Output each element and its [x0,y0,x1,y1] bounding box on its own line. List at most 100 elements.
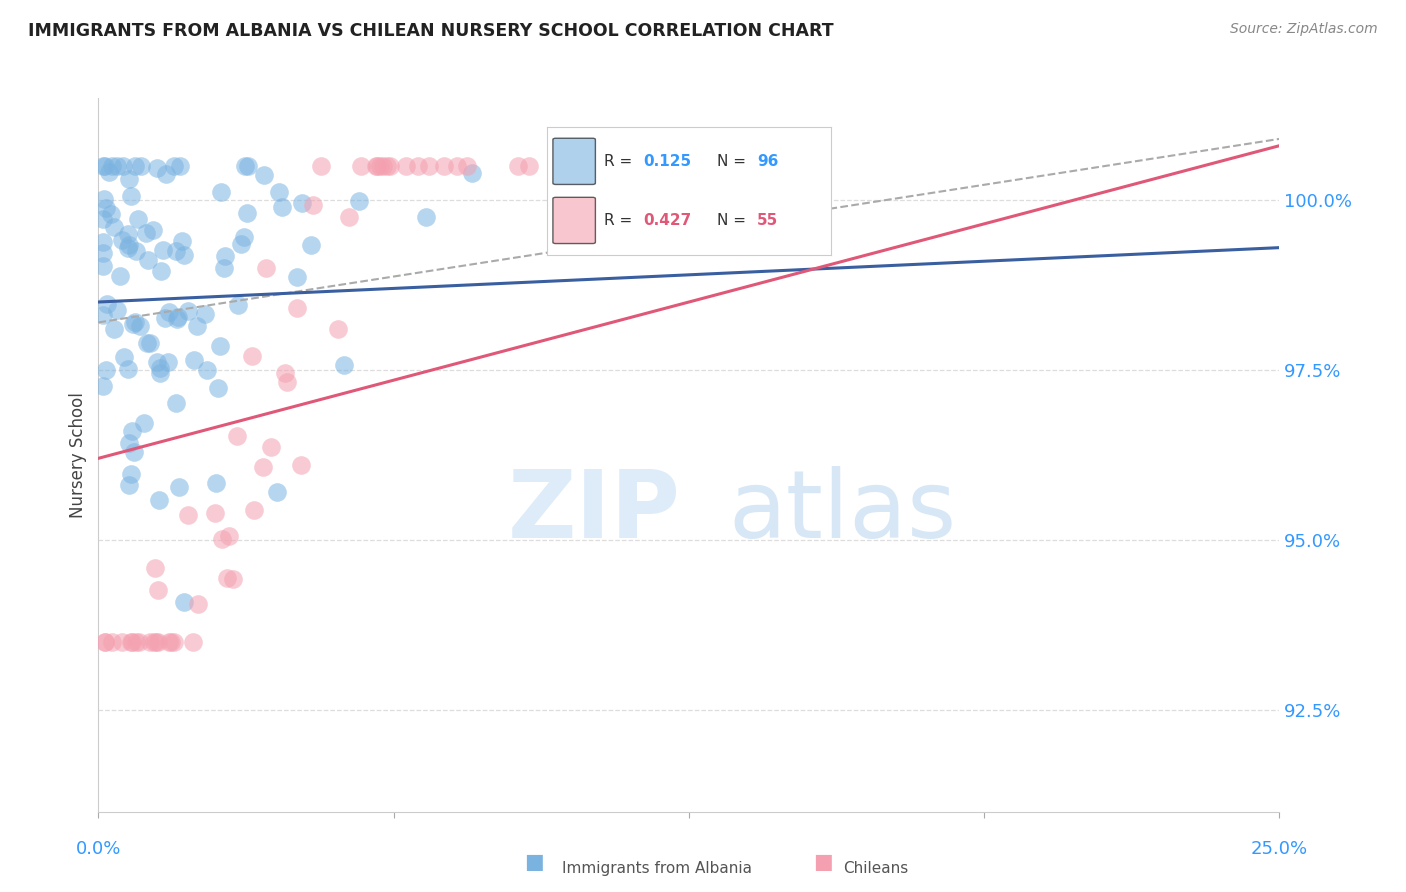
Point [173,595,195,609]
Text: ■: ■ [813,853,832,872]
Point [93,192,115,206]
Point [146,582,169,597]
Point [243,503,266,517]
Point [121,425,143,439]
Point [378,159,401,173]
Point [103,322,125,336]
Point [117,227,139,241]
Point [150,264,173,278]
Point [118,238,141,252]
Point [350,159,373,173]
Point [177,508,200,522]
Point [225,429,247,443]
Point [233,159,256,173]
Point [91,246,114,260]
Point [195,362,218,376]
Point [270,200,292,214]
Point [118,172,141,186]
Point [267,185,290,199]
Point [91,212,114,227]
Point [214,249,236,263]
Point [166,310,188,324]
Point [333,358,356,372]
Point [145,355,167,369]
Point [167,480,190,494]
Point [395,159,418,173]
Point [194,306,217,320]
Point [187,597,209,611]
Point [156,355,179,369]
Point [101,159,124,173]
Point [124,315,146,329]
Point [124,159,146,173]
Point [165,244,187,259]
Point [208,339,231,353]
Point [229,236,252,251]
Point [120,635,142,649]
Point [260,440,283,454]
Point [118,478,141,492]
Point [226,298,249,312]
Point [146,161,169,175]
Point [183,635,205,649]
Point [232,230,254,244]
Point [127,211,149,226]
Point [112,159,135,173]
Point [415,211,437,225]
Point [148,635,170,649]
Point [238,159,260,173]
Text: atlas: atlas [728,466,956,558]
Point [166,311,188,326]
Point [461,166,484,180]
Point [94,159,117,173]
Point [177,303,200,318]
Point [139,336,162,351]
Point [149,367,172,381]
Point [142,223,165,237]
Point [508,159,530,173]
Point [125,244,148,259]
Point [222,572,245,586]
Point [204,507,226,521]
Text: 0.0%: 0.0% [76,840,121,858]
Text: Immigrants from Albania: Immigrants from Albania [562,861,752,876]
Point [128,319,150,334]
Point [122,445,145,459]
Text: Source: ZipAtlas.com: Source: ZipAtlas.com [1230,22,1378,37]
Point [129,159,152,173]
Point [299,238,322,252]
Point [242,349,264,363]
Text: IMMIGRANTS FROM ALBANIA VS CHILEAN NURSERY SCHOOL CORRELATION CHART: IMMIGRANTS FROM ALBANIA VS CHILEAN NURSE… [28,22,834,40]
Point [120,189,142,203]
Point [326,322,349,336]
Point [370,159,392,173]
Point [375,159,398,173]
Point [100,206,122,220]
Point [136,252,159,267]
Point [112,350,135,364]
Point [366,159,388,173]
Point [121,635,143,649]
Point [91,259,114,273]
Point [149,360,172,375]
Point [291,196,314,211]
Point [91,159,114,173]
Point [253,168,276,182]
Point [252,460,274,475]
Point [186,318,208,333]
Point [165,396,187,410]
Point [121,317,143,331]
Point [100,635,122,649]
Point [117,242,139,256]
Point [145,635,167,649]
Point [143,560,166,574]
Text: Chileans: Chileans [844,861,908,876]
Point [290,458,312,472]
Point [254,260,277,275]
Point [337,210,360,224]
Point [111,234,134,248]
Point [120,467,142,482]
Point [285,301,308,315]
Point [418,159,440,173]
Point [96,297,118,311]
